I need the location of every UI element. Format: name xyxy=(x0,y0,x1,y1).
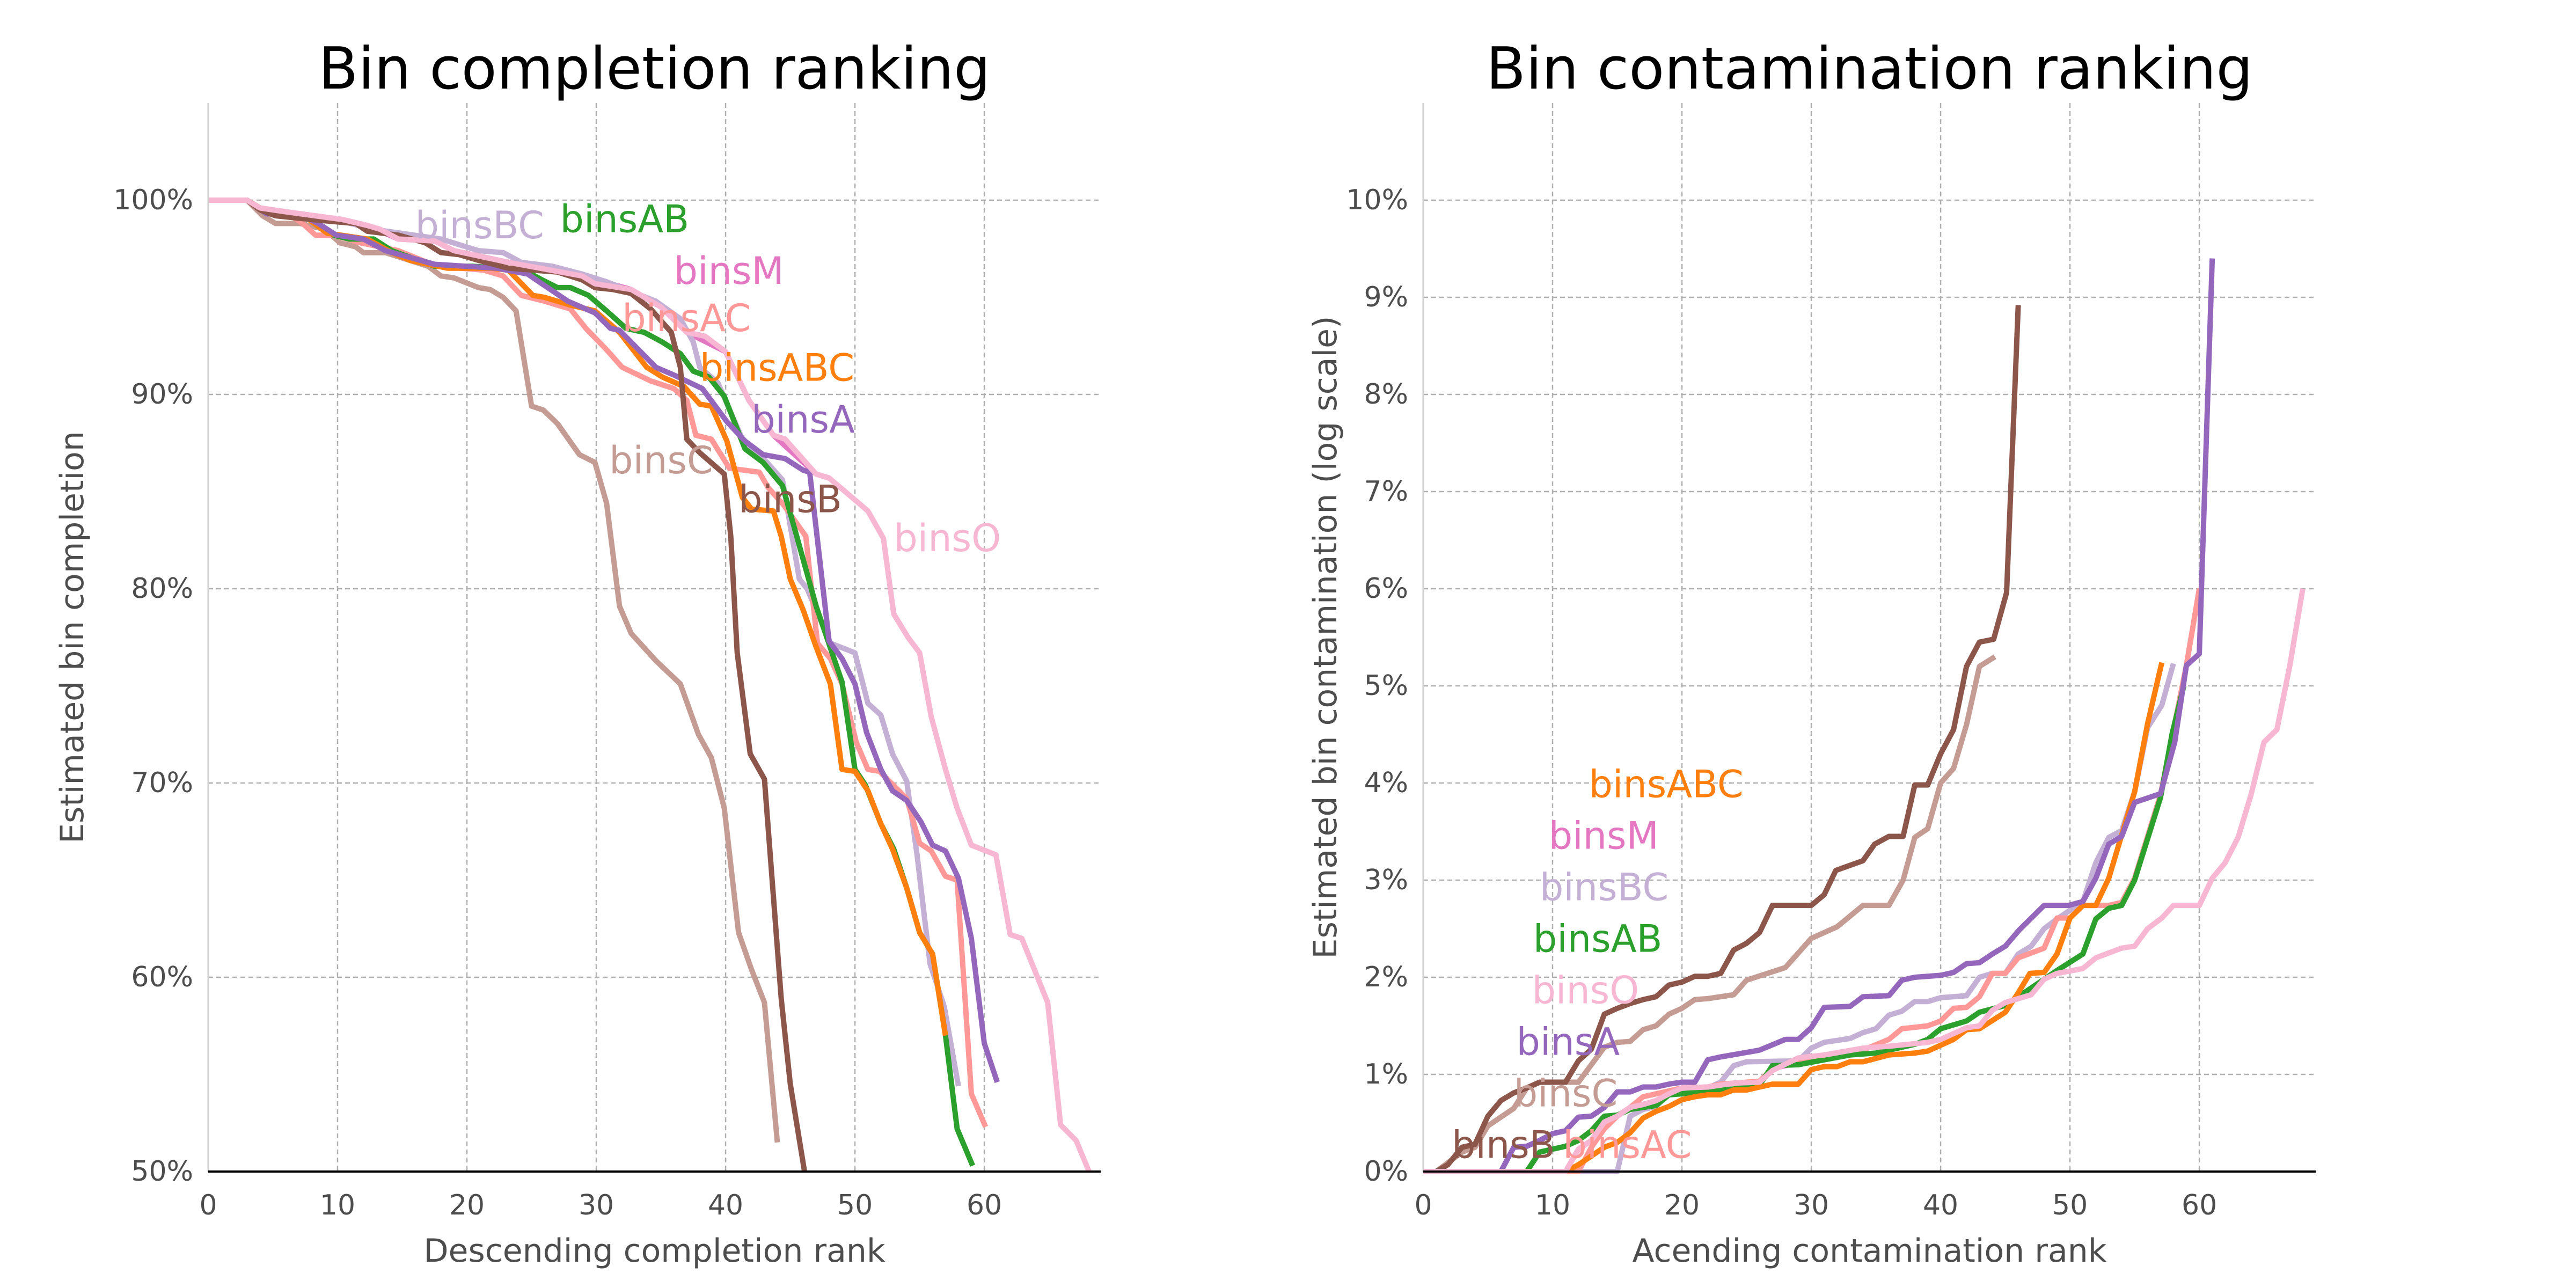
series-line-binsO xyxy=(1423,588,2306,1174)
series-line-binsA xyxy=(208,197,1000,1084)
y-tick-label: 2% xyxy=(1364,961,1409,993)
x-tick-label: 30 xyxy=(579,1189,614,1221)
y-tick-label: 80% xyxy=(131,573,193,605)
series-label-binsB: binsB xyxy=(1452,1123,1555,1167)
x-tick-label: 40 xyxy=(708,1189,743,1221)
series-label-binsM: binsM xyxy=(1549,814,1659,858)
series-line-binsAC xyxy=(208,197,989,1128)
series-label-binsAC: binsAC xyxy=(1563,1123,1692,1167)
y-tick-label: 100% xyxy=(113,184,193,216)
series-label-binsC: binsC xyxy=(609,438,713,482)
series-label-binsAC: binsAC xyxy=(622,296,751,340)
x-tick-label: 20 xyxy=(449,1189,485,1221)
y-tick-label: 4% xyxy=(1364,767,1409,799)
y-tick-label: 1% xyxy=(1364,1058,1409,1091)
x-tick-label: 50 xyxy=(2052,1189,2088,1221)
series-line-binsA xyxy=(1423,258,2215,1174)
series-label-binsA: binsA xyxy=(751,398,855,442)
y-tick-label: 9% xyxy=(1364,281,1409,313)
x-tick-label: 0 xyxy=(199,1189,217,1221)
x-tick-label: 10 xyxy=(320,1189,355,1221)
chart-title: Bin contamination ranking xyxy=(1486,35,2253,103)
y-tick-label: 8% xyxy=(1364,378,1409,411)
series-line-binsABC xyxy=(1423,662,2165,1174)
series-label-binsAB: binsAB xyxy=(1533,917,1663,961)
series-label-binsABC: binsABC xyxy=(1589,763,1743,807)
series-line-binsC xyxy=(1423,654,1996,1174)
y-tick-label: 6% xyxy=(1364,573,1409,605)
series-line-binsC xyxy=(208,197,780,1143)
series-line-binsO xyxy=(208,197,1092,1173)
series-label-binsB: binsB xyxy=(738,477,842,521)
x-tick-label: 40 xyxy=(1923,1189,1958,1221)
y-tick-label: 7% xyxy=(1364,475,1409,508)
x-tick-label: 30 xyxy=(1794,1189,1829,1221)
x-tick-label: 60 xyxy=(967,1189,1002,1221)
series-label-binsAB: binsAB xyxy=(560,197,690,241)
contamination-chart: binsM binsC binsBC binsAC binsAB binsABC binsA… xyxy=(1307,35,2316,1270)
y-tick-label: 5% xyxy=(1364,670,1409,702)
series-label-binsA: binsA xyxy=(1517,1020,1620,1064)
x-tick-label: 20 xyxy=(1664,1189,1700,1221)
y-tick-label: 90% xyxy=(131,378,193,411)
series-label-binsBC: binsBC xyxy=(1540,866,1668,910)
series-label-binsABC: binsABC xyxy=(700,346,854,390)
completion-chart: binsM binsC binsBC binsAC binsAB binsABC binsA… xyxy=(54,35,1101,1270)
series-line-binsABC xyxy=(208,197,948,1036)
y-axis-label: Estimated bin completion xyxy=(54,431,91,844)
x-axis-label: Descending completion rank xyxy=(423,1232,885,1270)
y-tick-label: 3% xyxy=(1364,864,1409,896)
series-line-binsAB xyxy=(1423,685,2187,1174)
series-line-binsBC xyxy=(208,197,961,1087)
y-tick-label: 10% xyxy=(1346,184,1408,216)
chart-title: Bin completion ranking xyxy=(318,35,990,103)
series-label-binsO: binsO xyxy=(894,516,1001,560)
series-line-binsAB xyxy=(208,197,976,1167)
x-axis-label: Acending contamination rank xyxy=(1632,1232,2106,1270)
x-tick-label: 60 xyxy=(2182,1189,2217,1221)
y-tick-label: 60% xyxy=(131,961,193,993)
series-label-binsM: binsM xyxy=(674,249,784,293)
series-label-binsO: binsO xyxy=(1532,969,1639,1013)
series-label-binsBC: binsBC xyxy=(415,203,544,247)
y-tick-label: 0% xyxy=(1364,1155,1409,1188)
x-tick-label: 0 xyxy=(1414,1189,1432,1221)
y-tick-label: 50% xyxy=(131,1155,193,1188)
y-tick-label: 70% xyxy=(131,767,193,799)
x-tick-label: 10 xyxy=(1535,1189,1570,1221)
series-label-binsC: binsC xyxy=(1514,1072,1618,1116)
y-axis-label: Estimated bin contamination (log scale) xyxy=(1307,316,1344,959)
series-line-binsB xyxy=(1423,305,2021,1174)
x-tick-label: 50 xyxy=(837,1189,873,1221)
